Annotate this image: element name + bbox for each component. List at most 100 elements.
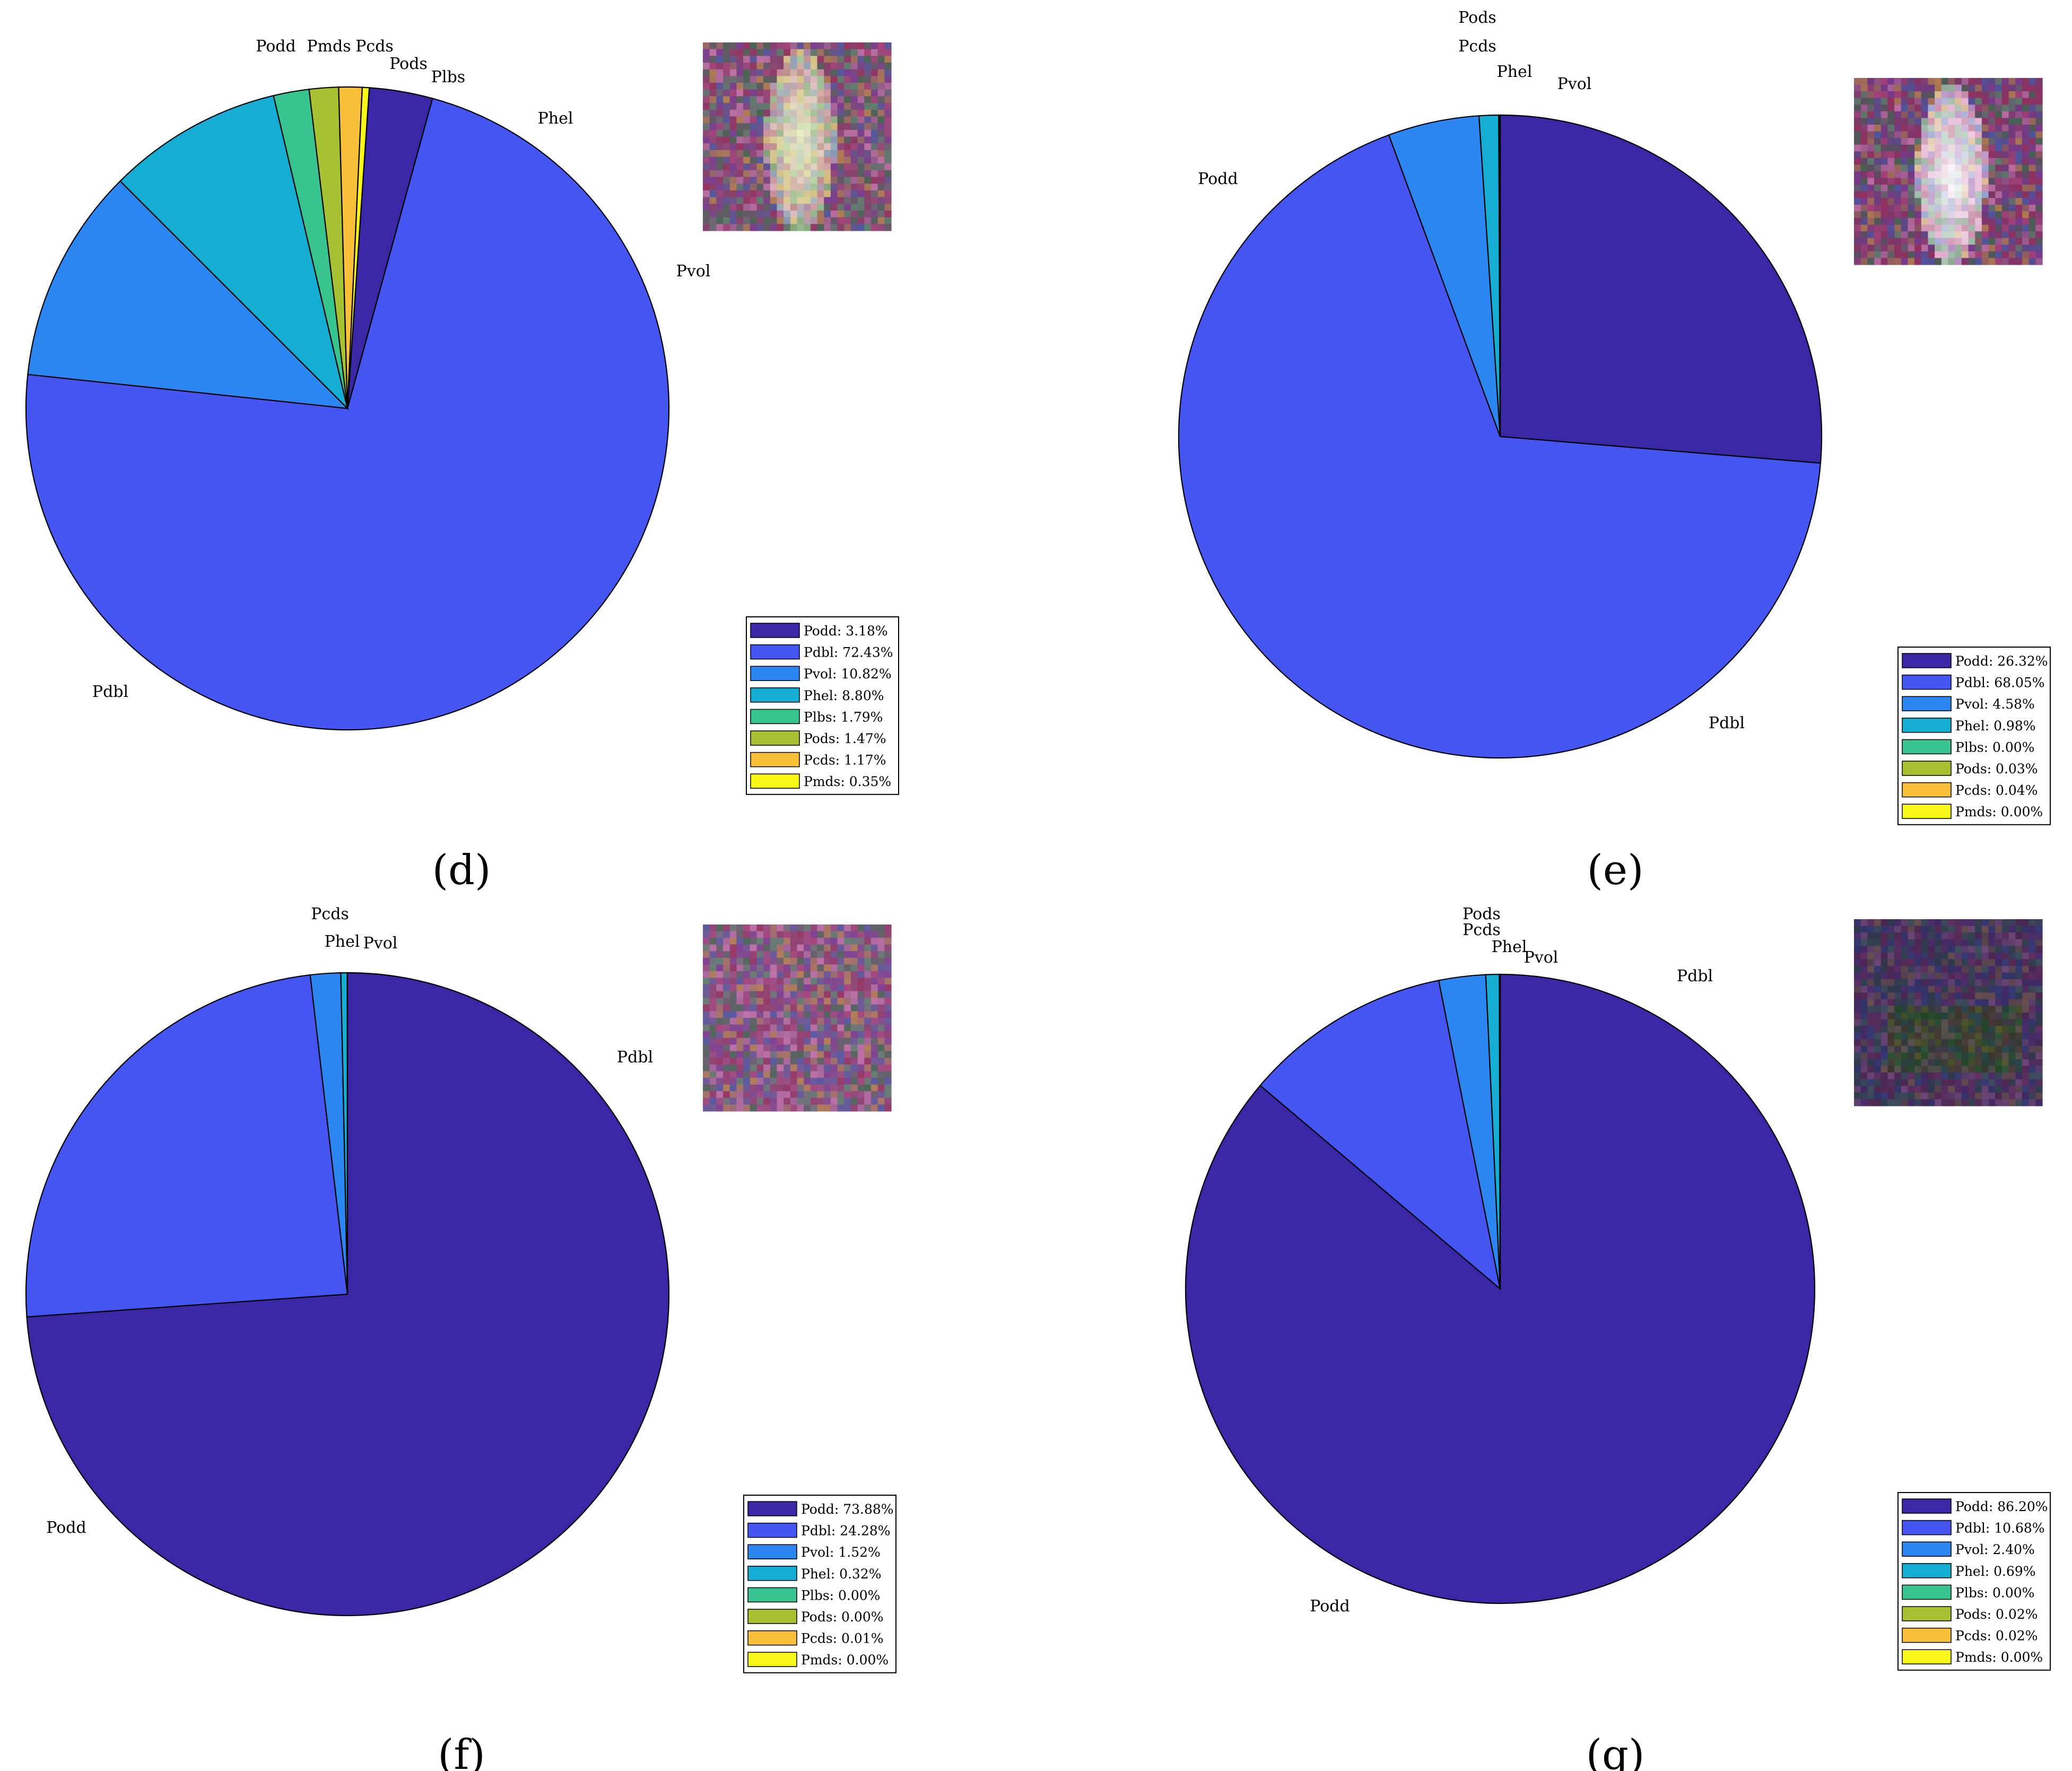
legend-entry-pcds: Pcds: 0.02% — [1955, 1628, 2038, 1644]
pie-slice-pdbl — [25, 98, 670, 731]
legend-entry-phel: Phel: 0.32% — [801, 1566, 882, 1582]
legend-entry-pmds: Pmds: 0.35% — [804, 774, 891, 789]
legend-swatch-pmds — [1902, 1649, 1952, 1664]
legend-swatch-pods — [750, 730, 800, 746]
legend-swatch-pvol — [1902, 696, 1952, 711]
legend-swatch-pcds — [1902, 782, 1952, 798]
legend-swatch-podd — [747, 1501, 797, 1516]
legend-swatch-plbs — [747, 1587, 797, 1603]
legend-swatch-pvol — [1902, 1541, 1952, 1557]
slice-label-pmds: Pmds — [307, 37, 351, 56]
legend-entry-phel: Phel: 8.80% — [804, 688, 884, 703]
legend-entry-podd: Podd: 86.20% — [1955, 1499, 2048, 1514]
pie-slice-pvol — [27, 180, 349, 409]
legend-swatch-podd — [1902, 653, 1952, 668]
legend-entry-pdbl: Pdbl: 10.68% — [1955, 1521, 2045, 1536]
legend-swatch-pmds — [1902, 804, 1952, 819]
pie-slice-phel — [340, 972, 349, 1295]
thumbnail-image-1 — [1854, 78, 2043, 265]
legend-entry-pods: Pods: 0.03% — [1955, 761, 2038, 777]
slice-label-phel: Phel — [538, 109, 573, 128]
slice-label-pdbl: Pdbl — [617, 1048, 653, 1067]
legend-0: Podd: 3.18% Pdbl: 72.43% Pvol: 10.82% Phel:… — [746, 616, 899, 795]
legend-entry-phel: Phel: 0.98% — [1955, 718, 2036, 734]
legend-1: Podd: 26.32% Pdbl: 68.05% Pvol: 4.58% Phel:… — [1897, 647, 2051, 825]
legend-entry-pcds: Pcds: 0.04% — [1955, 783, 2038, 798]
slice-label-pcds: Pcds — [1458, 37, 1496, 56]
legend-swatch-pcds — [747, 1630, 797, 1646]
legend-entry-pmds: Pmds: 0.00% — [1955, 804, 2043, 819]
legend-swatch-phel — [1902, 1563, 1952, 1578]
legend-entry-plbs: Plbs: 0.00% — [801, 1587, 880, 1603]
legend-swatch-podd — [750, 623, 800, 638]
slice-label-phel: Phel — [325, 932, 360, 951]
legend-entry-pmds: Pmds: 0.00% — [801, 1652, 889, 1668]
slice-label-pods: Pods — [1462, 905, 1501, 923]
legend-swatch-pcds — [750, 752, 800, 767]
panel-label: (d) — [432, 847, 491, 894]
legend-swatch-pdbl — [747, 1522, 797, 1538]
slice-label-podd: Podd — [256, 37, 295, 56]
slice-label-pdbl: Pdbl — [1677, 967, 1713, 985]
slice-label-podd: Podd — [1310, 1597, 1350, 1616]
legend-swatch-plbs — [750, 709, 800, 725]
legend-entry-pdbl: Pdbl: 68.05% — [1955, 675, 2045, 691]
legend-entry-pods: Pods: 1.47% — [804, 731, 886, 746]
legend-3: Podd: 86.20% Pdbl: 10.68% Pvol: 2.40% Phel:… — [1897, 1492, 2051, 1671]
legend-swatch-podd — [1902, 1498, 1952, 1514]
legend-entry-podd: Podd: 26.32% — [1955, 653, 2048, 669]
legend-entry-plbs: Plbs: 0.00% — [1955, 1585, 2034, 1600]
legend-swatch-phel — [1902, 718, 1952, 733]
legend-entry-pdbl: Pdbl: 24.28% — [801, 1523, 891, 1539]
slice-label-pdbl: Pdbl — [1709, 714, 1745, 732]
panel-label: (e) — [1587, 847, 1643, 894]
legend-entry-phel: Phel: 0.69% — [1955, 1564, 2036, 1579]
slice-label-pdbl: Pdbl — [92, 683, 128, 701]
legend-swatch-pdbl — [1902, 1520, 1952, 1536]
slice-label-pcds: Pcds — [355, 37, 394, 56]
pie-slice-phel — [119, 94, 349, 411]
legend-swatch-pcds — [1902, 1627, 1952, 1643]
legend-entry-podd: Podd: 73.88% — [801, 1502, 894, 1517]
legend-entry-plbs: Plbs: 1.79% — [804, 709, 883, 725]
legend-entry-pvol: Pvol: 10.82% — [804, 666, 892, 682]
panel-label: (g) — [1586, 1731, 1645, 1771]
slice-label-pcds: Pcds — [311, 905, 349, 923]
pie-slice-podd — [1499, 114, 1823, 464]
legend-2: Podd: 73.88% Pdbl: 24.28% Pvol: 1.52% Phel:… — [743, 1495, 896, 1673]
legend-swatch-phel — [750, 687, 800, 703]
legend-entry-pcds: Pcds: 0.01% — [801, 1631, 883, 1646]
legend-swatch-pods — [1902, 1606, 1952, 1621]
pie-slice-pdbl — [25, 974, 349, 1318]
slice-label-pvol: Pvol — [1557, 75, 1592, 93]
legend-entry-pvol: Pvol: 1.52% — [801, 1545, 881, 1560]
pie-chart-1: Podd Pdbl Pvol Phel Pods Pcds — [1178, 8, 1823, 759]
legend-swatch-pmds — [750, 773, 800, 789]
legend-entry-pcds: Pcds: 1.17% — [804, 753, 886, 768]
slice-label-phel: Phel — [1497, 63, 1533, 81]
pie-slice-pdbl — [1178, 134, 1822, 759]
slice-label-phel: Phel — [1492, 938, 1527, 956]
legend-swatch-pvol — [750, 666, 800, 681]
slice-label-podd: Podd — [1198, 170, 1238, 188]
legend-swatch-plbs — [1902, 1584, 1952, 1600]
pie-slice-pdbl — [1259, 980, 1501, 1290]
legend-entry-pmds: Pmds: 0.00% — [1955, 1650, 2043, 1665]
slice-label-podd: Podd — [46, 1519, 86, 1537]
legend-swatch-pods — [1902, 761, 1952, 776]
legend-entry-pods: Pods: 0.02% — [1955, 1607, 2038, 1622]
pie-slice-pcds — [1499, 114, 1501, 437]
thumbnail-image-3 — [1854, 919, 2043, 1106]
slice-label-pvol: Pvol — [676, 262, 711, 281]
pie-slice-pvol — [1388, 115, 1501, 437]
legend-entry-pods: Pods: 0.00% — [801, 1609, 883, 1625]
slice-label-pvol: Pvol — [363, 934, 398, 953]
legend-swatch-pods — [747, 1609, 797, 1624]
slice-label-pvol: Pvol — [1524, 948, 1559, 967]
legend-swatch-pvol — [747, 1544, 797, 1559]
thumbnail-image-0 — [703, 42, 892, 231]
